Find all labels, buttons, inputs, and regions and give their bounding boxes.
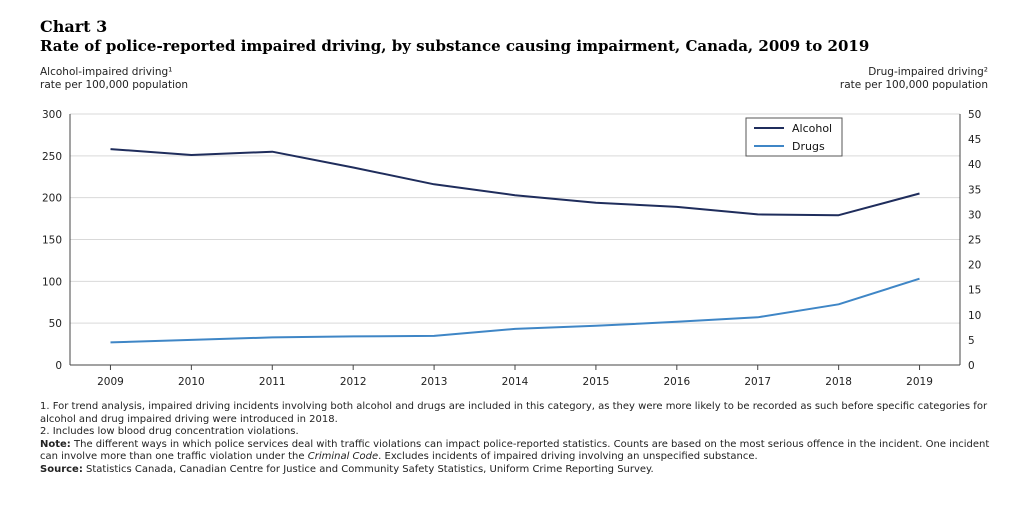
series-line-alcohol: [110, 148, 920, 217]
chart-title: Rate of police-reported impaired driving…: [40, 37, 870, 55]
y-right-tick-label: 0: [968, 360, 975, 372]
y-left-tick-label: 100: [42, 276, 62, 288]
y-right-tick-label: 15: [968, 285, 981, 297]
y-right-tick-label: 10: [968, 310, 981, 322]
note-paragraph: Note: The different ways in which police…: [40, 439, 992, 464]
y-right-tick-label: 5: [968, 335, 975, 347]
left-axis-label-line2: rate per 100,000 population: [40, 79, 189, 91]
note-text-b: . Excludes incidents of impaired driving…: [378, 451, 758, 462]
y-right-tick-label: 25: [968, 235, 981, 247]
source-label: Source:: [40, 463, 83, 475]
x-tick-label: 2011: [259, 376, 286, 388]
y-left-tick-label: 50: [49, 318, 62, 330]
left-axis-label-line1: Alcohol-impaired driving¹: [40, 66, 173, 78]
x-tick-label: 2014: [502, 376, 529, 388]
y-left-tick-label: 300: [42, 109, 62, 121]
x-tick-label: 2013: [421, 376, 448, 388]
x-tick-label: 2019: [906, 376, 933, 388]
x-tick-label: 2016: [663, 376, 690, 388]
right-axis-label: Drug-impaired driving² rate per 100,000 …: [840, 66, 988, 92]
x-tick-label: 2009: [97, 376, 124, 388]
legend-label-alcohol: Alcohol: [792, 122, 832, 135]
y-right-tick-label: 20: [968, 260, 981, 272]
chart-notes: 1. For trend analysis, impaired driving …: [40, 401, 992, 476]
line-chart: 0 50 100 150 200 250 300 0 5 10 15 20 25 30 35 40 45 50 20…: [42, 109, 981, 388]
x-tick-label: 2015: [583, 376, 610, 388]
legend-box: [745, 117, 843, 157]
source-paragraph: Source: Statistics Canada, Canadian Cent…: [40, 464, 992, 477]
note-label: Note:: [40, 438, 71, 450]
footnote-1: 1. For trend analysis, impaired driving …: [40, 401, 988, 425]
y-left-tick-label: 150: [42, 235, 62, 247]
left-axis-label: Alcohol-impaired driving¹ rate per 100,0…: [40, 66, 188, 92]
chart-number: Chart 3: [40, 17, 108, 36]
x-tick-label: 2018: [825, 376, 852, 388]
y-right-tick-label: 30: [968, 209, 981, 221]
y-right-tick-label: 50: [968, 109, 981, 121]
title-block: Chart 3 Rate of police-reported impaired…: [40, 18, 869, 56]
footnote-2: 2. Includes low blood drug concentration…: [40, 426, 299, 437]
note-text-italic: Criminal Code: [307, 451, 379, 462]
source-text: Statistics Canada, Canadian Centre for J…: [82, 463, 654, 475]
x-tick-label: 2010: [178, 376, 205, 388]
y-right-tick-label: 45: [968, 134, 981, 146]
y-right-tick-label: 40: [968, 159, 981, 171]
series-line-drugs: [110, 277, 920, 344]
y-left-tick-label: 200: [42, 193, 62, 205]
note-text-a: The different ways in which police servi…: [40, 438, 990, 463]
y-left-tick-label: 0: [55, 360, 62, 372]
y-right-tick-label: 35: [968, 184, 981, 196]
legend-label-drugs: Drugs: [792, 140, 825, 153]
right-axis-label-line1: Drug-impaired driving²: [868, 66, 988, 78]
right-axis-label-line2: rate per 100,000 population: [839, 79, 988, 91]
y-left-tick-label: 250: [42, 151, 62, 163]
x-tick-label: 2017: [744, 376, 771, 388]
x-tick-label: 2012: [340, 376, 367, 388]
